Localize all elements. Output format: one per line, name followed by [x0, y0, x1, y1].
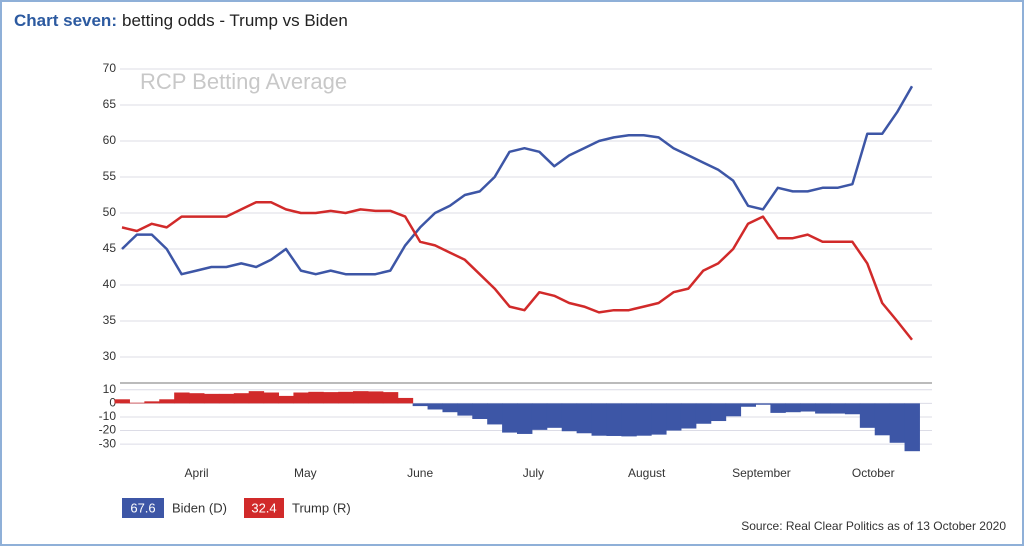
y-tick-label: 50	[103, 205, 117, 219]
spread-bar	[621, 403, 637, 437]
x-tick-label: October	[852, 466, 895, 480]
legend-label: Biden (D)	[172, 500, 227, 515]
y-tick-label: 65	[103, 97, 117, 111]
x-tick-label: June	[407, 466, 433, 480]
spread-bar	[248, 391, 265, 404]
title-label: Chart seven:	[14, 11, 117, 30]
spread-bar	[189, 393, 205, 404]
legend-value: 32.4	[251, 500, 276, 515]
spread-bar	[531, 403, 548, 430]
spread-bar	[159, 399, 175, 404]
y-tick-label: 0	[109, 396, 116, 410]
spread-bar	[233, 393, 250, 404]
x-tick-label: April	[185, 466, 209, 480]
spread-bar	[442, 403, 458, 413]
spread-bar	[114, 399, 130, 404]
y-tick-label: 60	[103, 133, 117, 147]
series-line	[121, 200, 913, 341]
spread-bar	[218, 393, 235, 404]
title-text: betting odds - Trump vs Biden	[122, 11, 348, 30]
y-tick-label: -30	[99, 436, 117, 450]
watermark: RCP Betting Average	[140, 69, 347, 94]
x-tick-label: May	[294, 466, 317, 480]
spread-bar	[576, 403, 593, 434]
spread-bar	[859, 403, 876, 428]
spread-bar	[844, 403, 861, 415]
y-tick-label: 10	[103, 382, 117, 396]
spread-bar	[517, 403, 533, 434]
spread-bar	[591, 403, 607, 436]
spread-bar	[412, 403, 429, 407]
spread-bar	[367, 391, 384, 404]
legend-label: Trump (R)	[292, 500, 351, 515]
spread-bar	[710, 403, 727, 422]
spread-bar	[353, 391, 369, 404]
spread-bar	[561, 403, 578, 432]
spread-bar	[800, 403, 816, 412]
spread-bar	[666, 403, 682, 431]
series-line	[121, 85, 914, 276]
spread-bar	[770, 403, 786, 413]
y-tick-label: 45	[103, 241, 117, 255]
spread-bar	[323, 392, 339, 404]
source: Source: Real Clear Politics as of 13 Oct…	[741, 519, 1006, 533]
spread-bar	[755, 403, 771, 405]
chart-title: Chart seven: betting odds - Trump vs Bide…	[14, 11, 348, 30]
spread-bar	[174, 392, 190, 404]
y-tick-label: -20	[99, 423, 117, 437]
spread-bar	[144, 401, 160, 404]
spread-bar	[472, 403, 488, 419]
spread-bar	[457, 403, 473, 416]
spread-bar	[606, 403, 622, 436]
spread-bar	[815, 403, 831, 414]
spread-bar	[203, 393, 220, 404]
spread-bar	[725, 403, 742, 417]
spread-bar	[830, 403, 846, 414]
spread-bar	[874, 403, 891, 436]
spread-bar	[382, 392, 399, 404]
spread-bar	[308, 391, 324, 404]
y-tick-label: -10	[99, 409, 117, 423]
spread-bar	[904, 403, 920, 452]
spread-bar	[427, 403, 443, 410]
spread-bar	[263, 392, 280, 404]
spread-bar	[695, 403, 712, 424]
spread-bar	[502, 403, 518, 433]
spread-bar	[785, 403, 801, 413]
spread-bar	[278, 395, 294, 404]
y-tick-label: 40	[103, 277, 117, 291]
spread-bar	[680, 403, 697, 429]
y-tick-label: 70	[103, 61, 117, 75]
spread-bar	[740, 403, 756, 407]
y-tick-label: 30	[103, 349, 117, 363]
x-tick-label: July	[523, 466, 544, 480]
spread-bar	[889, 403, 906, 443]
y-tick-label: 35	[103, 313, 117, 327]
spread-bar	[129, 402, 145, 404]
spread-bar	[293, 392, 309, 404]
y-tick-label: 55	[103, 169, 117, 183]
spread-bar	[338, 391, 354, 404]
spread-bar	[651, 403, 667, 435]
legend-swatch	[244, 498, 284, 518]
legend-value: 67.6	[130, 500, 155, 515]
spread-bar	[397, 397, 414, 404]
legend-swatch	[122, 498, 164, 518]
x-tick-label: August	[628, 466, 666, 480]
spread-bar	[636, 403, 652, 436]
x-tick-label: September	[732, 466, 791, 480]
spread-bar	[546, 403, 563, 428]
spread-bar	[487, 403, 503, 425]
